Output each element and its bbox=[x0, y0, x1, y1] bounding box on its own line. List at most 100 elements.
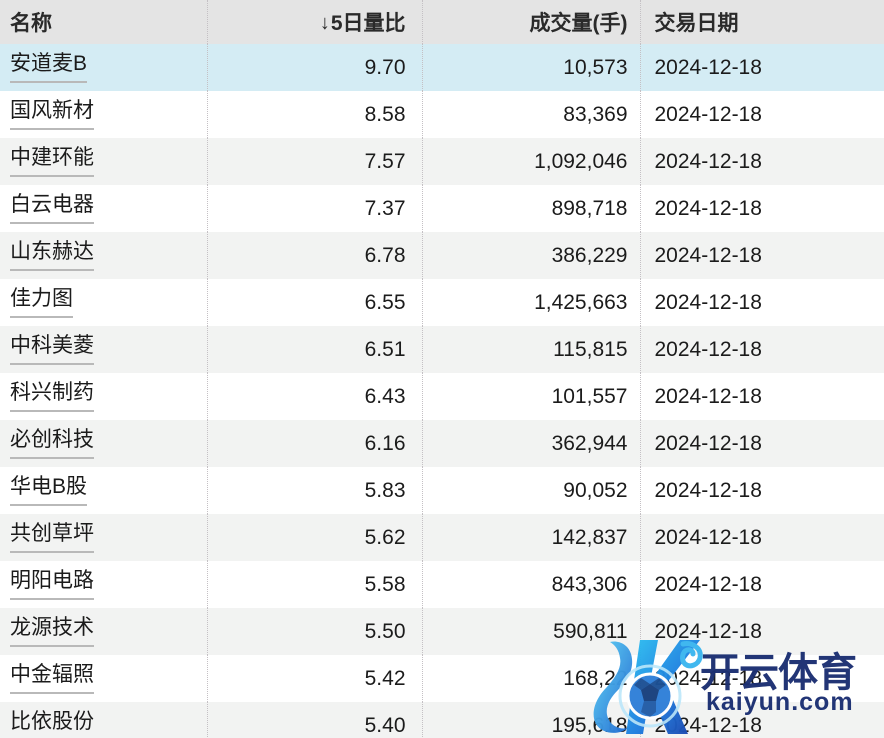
cell-volume-ratio-5d: 6.78 bbox=[206, 232, 422, 279]
cell-trade-date: 2024-12-18 bbox=[639, 326, 884, 373]
stock-name-link[interactable]: 科兴制药 bbox=[10, 381, 94, 413]
table-row[interactable]: 中建环能 7.57 1,092,046 2024-12-18 bbox=[0, 138, 884, 185]
cell-trade-date: 2024-12-18 bbox=[639, 91, 884, 138]
column-header-ratio-label: 5日量比 bbox=[330, 12, 406, 35]
cell-trade-volume: 1,092,046 bbox=[421, 138, 640, 185]
column-header-volume-label: 成交量(手) bbox=[529, 12, 628, 35]
table-row[interactable]: 必创科技 6.16 362,944 2024-12-18 bbox=[0, 420, 884, 467]
cell-volume-ratio-5d: 5.42 bbox=[206, 655, 422, 702]
cell-stock-name: 龙源技术 bbox=[0, 608, 207, 655]
cell-stock-name: 中科美菱 bbox=[0, 326, 207, 373]
cell-trade-date: 2024-12-18 bbox=[639, 44, 884, 91]
cell-trade-date: 2024-12-18 bbox=[639, 514, 884, 561]
column-header-date-label: 交易日期 bbox=[654, 12, 739, 35]
stock-name-link[interactable]: 佳力图 bbox=[10, 287, 73, 319]
cell-trade-date: 2024-12-18 bbox=[639, 655, 884, 702]
table-row[interactable]: 国风新材 8.58 83,369 2024-12-18 bbox=[0, 91, 884, 138]
table-row[interactable]: 安道麦B 9.70 10,573 2024-12-18 bbox=[0, 44, 884, 91]
stock-name-link[interactable]: 中科美菱 bbox=[10, 334, 94, 366]
column-header-date[interactable]: 交易日期 bbox=[639, 0, 884, 44]
cell-stock-name: 科兴制药 bbox=[0, 373, 207, 420]
sort-descending-icon: ↓ bbox=[319, 12, 330, 34]
cell-trade-volume: 843,306 bbox=[421, 561, 640, 608]
cell-volume-ratio-5d: 6.43 bbox=[206, 373, 422, 420]
cell-volume-ratio-5d: 8.58 bbox=[206, 91, 422, 138]
cell-volume-ratio-5d: 9.70 bbox=[206, 44, 422, 91]
cell-stock-name: 安道麦B bbox=[0, 44, 207, 91]
stock-name-link[interactable]: 龙源技术 bbox=[10, 616, 94, 648]
cell-volume-ratio-5d: 7.57 bbox=[206, 138, 422, 185]
stock-name-link[interactable]: 国风新材 bbox=[10, 99, 94, 131]
table-row[interactable]: 明阳电路 5.58 843,306 2024-12-18 bbox=[0, 561, 884, 608]
column-header-name[interactable]: 名称 bbox=[0, 0, 207, 44]
stock-name-link[interactable]: 山东赫达 bbox=[10, 240, 94, 272]
cell-trade-date: 2024-12-18 bbox=[639, 373, 884, 420]
column-header-ratio[interactable]: ↓5日量比 bbox=[206, 0, 422, 44]
stock-name-link[interactable]: 华电B股 bbox=[10, 475, 88, 507]
cell-stock-name: 明阳电路 bbox=[0, 561, 207, 608]
cell-volume-ratio-5d: 5.40 bbox=[206, 702, 422, 738]
cell-volume-ratio-5d: 5.62 bbox=[206, 514, 422, 561]
cell-trade-volume: 898,718 bbox=[421, 185, 640, 232]
table-row[interactable]: 中科美菱 6.51 115,815 2024-12-18 bbox=[0, 326, 884, 373]
cell-volume-ratio-5d: 7.37 bbox=[206, 185, 422, 232]
table-row[interactable]: 共创草坪 5.62 142,837 2024-12-18 bbox=[0, 514, 884, 561]
cell-trade-volume: 101,557 bbox=[421, 373, 640, 420]
cell-stock-name: 山东赫达 bbox=[0, 232, 207, 279]
table-row[interactable]: 比依股份 5.40 195,618 2024-12-18 bbox=[0, 702, 884, 738]
cell-trade-date: 2024-12-18 bbox=[639, 138, 884, 185]
cell-stock-name: 国风新材 bbox=[0, 91, 207, 138]
table-row[interactable]: 白云电器 7.37 898,718 2024-12-18 bbox=[0, 185, 884, 232]
column-header-volume[interactable]: 成交量(手) bbox=[421, 0, 640, 44]
table-row[interactable]: 山东赫达 6.78 386,229 2024-12-18 bbox=[0, 232, 884, 279]
cell-trade-volume: 10,573 bbox=[421, 44, 640, 91]
cell-stock-name: 必创科技 bbox=[0, 420, 207, 467]
cell-stock-name: 中金辐照 bbox=[0, 655, 207, 702]
table-row[interactable]: 龙源技术 5.50 590,811 2024-12-18 bbox=[0, 608, 884, 655]
stock-name-link[interactable]: 白云电器 bbox=[10, 193, 94, 225]
cell-volume-ratio-5d: 5.58 bbox=[206, 561, 422, 608]
cell-volume-ratio-5d: 5.83 bbox=[206, 467, 422, 514]
stock-name-link[interactable]: 安道麦B bbox=[10, 52, 88, 84]
table-row[interactable]: 科兴制药 6.43 101,557 2024-12-18 bbox=[0, 373, 884, 420]
cell-trade-volume: 83,369 bbox=[421, 91, 640, 138]
cell-trade-volume: 142,837 bbox=[421, 514, 640, 561]
column-header-name-label: 名称 bbox=[10, 12, 52, 35]
table-row[interactable]: 中金辐照 5.42 168,22 2024-12-18 bbox=[0, 655, 884, 702]
cell-trade-date: 2024-12-18 bbox=[639, 279, 884, 326]
cell-volume-ratio-5d: 6.55 bbox=[206, 279, 422, 326]
cell-volume-ratio-5d: 5.50 bbox=[206, 608, 422, 655]
table-row[interactable]: 华电B股 5.83 90,052 2024-12-18 bbox=[0, 467, 884, 514]
cell-trade-volume: 195,618 bbox=[421, 702, 640, 738]
cell-trade-volume: 168,22 bbox=[421, 655, 640, 702]
stock-name-link[interactable]: 明阳电路 bbox=[10, 569, 94, 601]
table-row[interactable]: 佳力图 6.55 1,425,663 2024-12-18 bbox=[0, 279, 884, 326]
stock-name-link[interactable]: 中建环能 bbox=[10, 146, 94, 178]
cell-stock-name: 白云电器 bbox=[0, 185, 207, 232]
cell-stock-name: 共创草坪 bbox=[0, 514, 207, 561]
table-header: 名称 ↓5日量比 成交量(手) 交易日期 bbox=[0, 0, 884, 44]
cell-trade-date: 2024-12-18 bbox=[639, 467, 884, 514]
cell-trade-date: 2024-12-18 bbox=[639, 185, 884, 232]
cell-trade-volume: 1,425,663 bbox=[421, 279, 640, 326]
cell-trade-date: 2024-12-18 bbox=[639, 232, 884, 279]
cell-stock-name: 华电B股 bbox=[0, 467, 207, 514]
stock-name-link[interactable]: 中金辐照 bbox=[10, 663, 94, 695]
cell-stock-name: 比依股份 bbox=[0, 702, 207, 738]
cell-trade-volume: 362,944 bbox=[421, 420, 640, 467]
cell-volume-ratio-5d: 6.51 bbox=[206, 326, 422, 373]
cell-trade-date: 2024-12-18 bbox=[639, 420, 884, 467]
cell-trade-volume: 90,052 bbox=[421, 467, 640, 514]
stock-name-link[interactable]: 共创草坪 bbox=[10, 522, 94, 554]
table-header-row: 名称 ↓5日量比 成交量(手) 交易日期 bbox=[0, 0, 884, 44]
stock-name-link[interactable]: 比依股份 bbox=[10, 710, 94, 738]
stock-name-link[interactable]: 必创科技 bbox=[10, 428, 94, 460]
cell-stock-name: 中建环能 bbox=[0, 138, 207, 185]
cell-volume-ratio-5d: 6.16 bbox=[206, 420, 422, 467]
cell-trade-date: 2024-12-18 bbox=[639, 608, 884, 655]
cell-trade-volume: 590,811 bbox=[421, 608, 640, 655]
cell-trade-volume: 386,229 bbox=[421, 232, 640, 279]
cell-trade-date: 2024-12-18 bbox=[639, 702, 884, 738]
